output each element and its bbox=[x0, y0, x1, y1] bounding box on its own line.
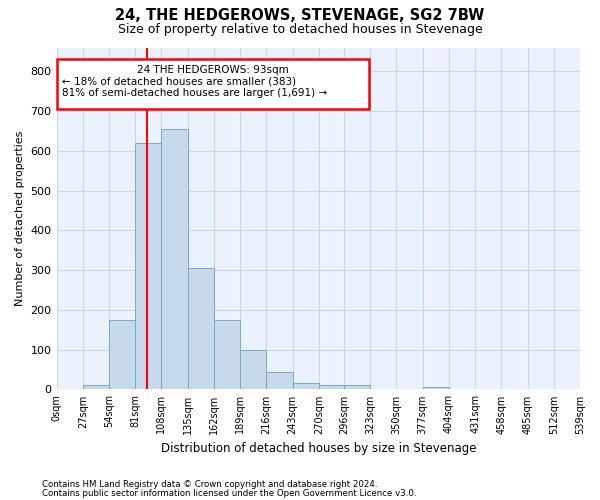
Y-axis label: Number of detached properties: Number of detached properties bbox=[15, 131, 25, 306]
Bar bbox=[266, 372, 293, 390]
Text: 24 THE HEDGEROWS: 93sqm: 24 THE HEDGEROWS: 93sqm bbox=[137, 66, 289, 76]
Text: 24, THE HEDGEROWS, STEVENAGE, SG2 7BW: 24, THE HEDGEROWS, STEVENAGE, SG2 7BW bbox=[115, 8, 485, 22]
Bar bbox=[344, 386, 370, 390]
Text: Contains HM Land Registry data © Crown copyright and database right 2024.: Contains HM Land Registry data © Crown c… bbox=[42, 480, 377, 489]
Bar bbox=[293, 384, 319, 390]
Bar bbox=[240, 350, 266, 390]
FancyBboxPatch shape bbox=[56, 60, 369, 109]
Bar bbox=[319, 386, 345, 390]
Bar bbox=[188, 268, 214, 390]
Bar bbox=[135, 143, 161, 390]
Bar bbox=[109, 320, 135, 390]
Bar bbox=[214, 320, 240, 390]
X-axis label: Distribution of detached houses by size in Stevenage: Distribution of detached houses by size … bbox=[161, 442, 476, 455]
Bar bbox=[422, 388, 449, 390]
Text: Contains public sector information licensed under the Open Government Licence v3: Contains public sector information licen… bbox=[42, 488, 416, 498]
Bar bbox=[161, 129, 188, 390]
Bar bbox=[83, 384, 109, 390]
Text: ← 18% of detached houses are smaller (383): ← 18% of detached houses are smaller (38… bbox=[62, 76, 296, 86]
Text: Size of property relative to detached houses in Stevenage: Size of property relative to detached ho… bbox=[118, 22, 482, 36]
Text: 81% of semi-detached houses are larger (1,691) →: 81% of semi-detached houses are larger (… bbox=[62, 88, 328, 98]
